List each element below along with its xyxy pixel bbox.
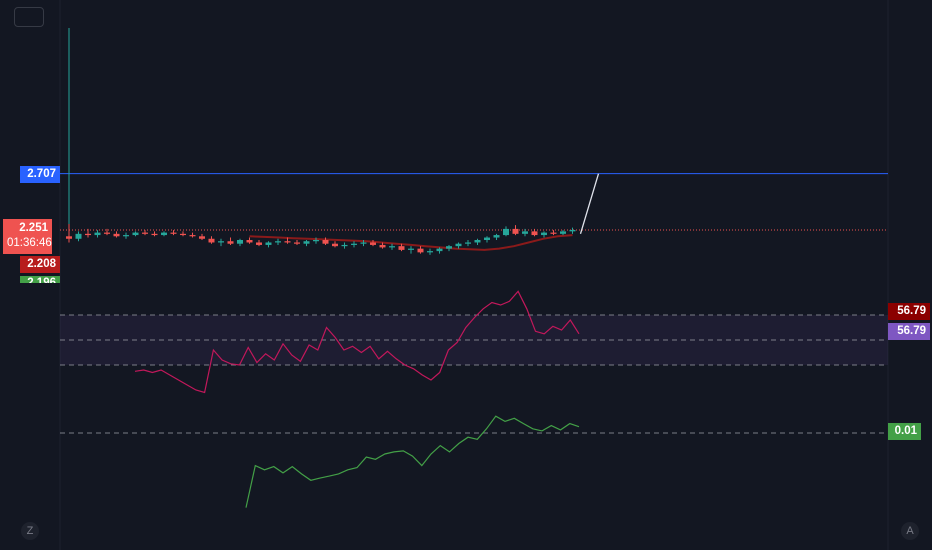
candle-body: [522, 231, 528, 234]
chart-menu-button[interactable]: [14, 7, 44, 27]
candle-body: [123, 235, 129, 237]
candle-body: [569, 230, 576, 232]
candle-body: [180, 233, 186, 236]
candle-body: [94, 232, 101, 236]
candle-body: [493, 235, 500, 238]
candle-body: [427, 251, 433, 253]
candle-body: [474, 240, 481, 243]
candle-body: [465, 242, 471, 244]
rsi-panel: [60, 290, 888, 394]
candle-body: [66, 236, 72, 239]
candle-body: [503, 228, 509, 236]
candle-body: [85, 233, 91, 236]
ma-price-label: 2.196: [20, 276, 60, 283]
candle-body: [170, 232, 177, 234]
oscillator-line: [245, 415, 580, 508]
candle-body: [417, 248, 424, 253]
price-panel: [60, 28, 888, 255]
candle-body: [161, 232, 167, 236]
candle-body: [370, 242, 376, 245]
candle-body: [379, 244, 386, 248]
osc-value-label: 0.01: [888, 423, 921, 440]
candle-body: [284, 241, 291, 243]
candle-body: [531, 231, 538, 236]
moving-average-line: [249, 234, 573, 251]
candle-body: [313, 240, 319, 242]
candle-body: [151, 233, 158, 236]
candle-body: [199, 236, 205, 239]
candle-body: [303, 241, 310, 244]
candle-body: [237, 240, 243, 244]
rsi-line: [134, 290, 580, 394]
candle-body: [75, 233, 82, 239]
candle-body: [113, 233, 120, 237]
hline-price-label: 2.707: [20, 166, 60, 183]
candle-body: [455, 243, 462, 247]
candle-body: [332, 243, 338, 247]
projection-line: [579, 173, 600, 235]
auto-scale-toggle[interactable]: A: [901, 522, 919, 540]
candle-body: [398, 246, 405, 250]
candle-body: [256, 242, 262, 245]
countdown-timer: 01:36:46: [7, 237, 52, 249]
candle-body: [132, 232, 139, 236]
candle-body: [104, 232, 110, 234]
candle-body: [360, 242, 367, 244]
candle-body: [541, 232, 547, 236]
low-price-label: 2.208: [20, 256, 60, 273]
rsi-value-label-1: 56.79: [888, 303, 930, 320]
candle-body: [341, 244, 348, 247]
candle-body: [189, 235, 196, 237]
candle-body: [294, 242, 300, 244]
oscillator-panel: [60, 415, 888, 508]
candle-body: [550, 232, 557, 234]
candle-body: [484, 237, 490, 241]
candle-body: [446, 246, 452, 249]
candle-body: [275, 241, 281, 243]
candle-body: [322, 240, 329, 244]
candle-body: [246, 240, 253, 243]
log-scale-toggle[interactable]: Z: [21, 522, 39, 540]
rsi-value-label-2: 56.79: [888, 323, 930, 340]
candle-body: [218, 241, 224, 243]
candle-body: [265, 242, 272, 245]
candle-body: [389, 246, 395, 248]
current-price-value: 2.251: [19, 222, 48, 234]
current-price-label: 2.251 01:36:46: [3, 219, 52, 254]
candle-body: [208, 238, 215, 243]
candle-body: [227, 241, 234, 244]
candle-body: [436, 248, 443, 252]
candle-body: [142, 232, 148, 234]
candle-body: [408, 248, 414, 250]
candle-body: [560, 231, 566, 234]
candle-body: [351, 243, 357, 245]
candle-body: [512, 228, 519, 234]
